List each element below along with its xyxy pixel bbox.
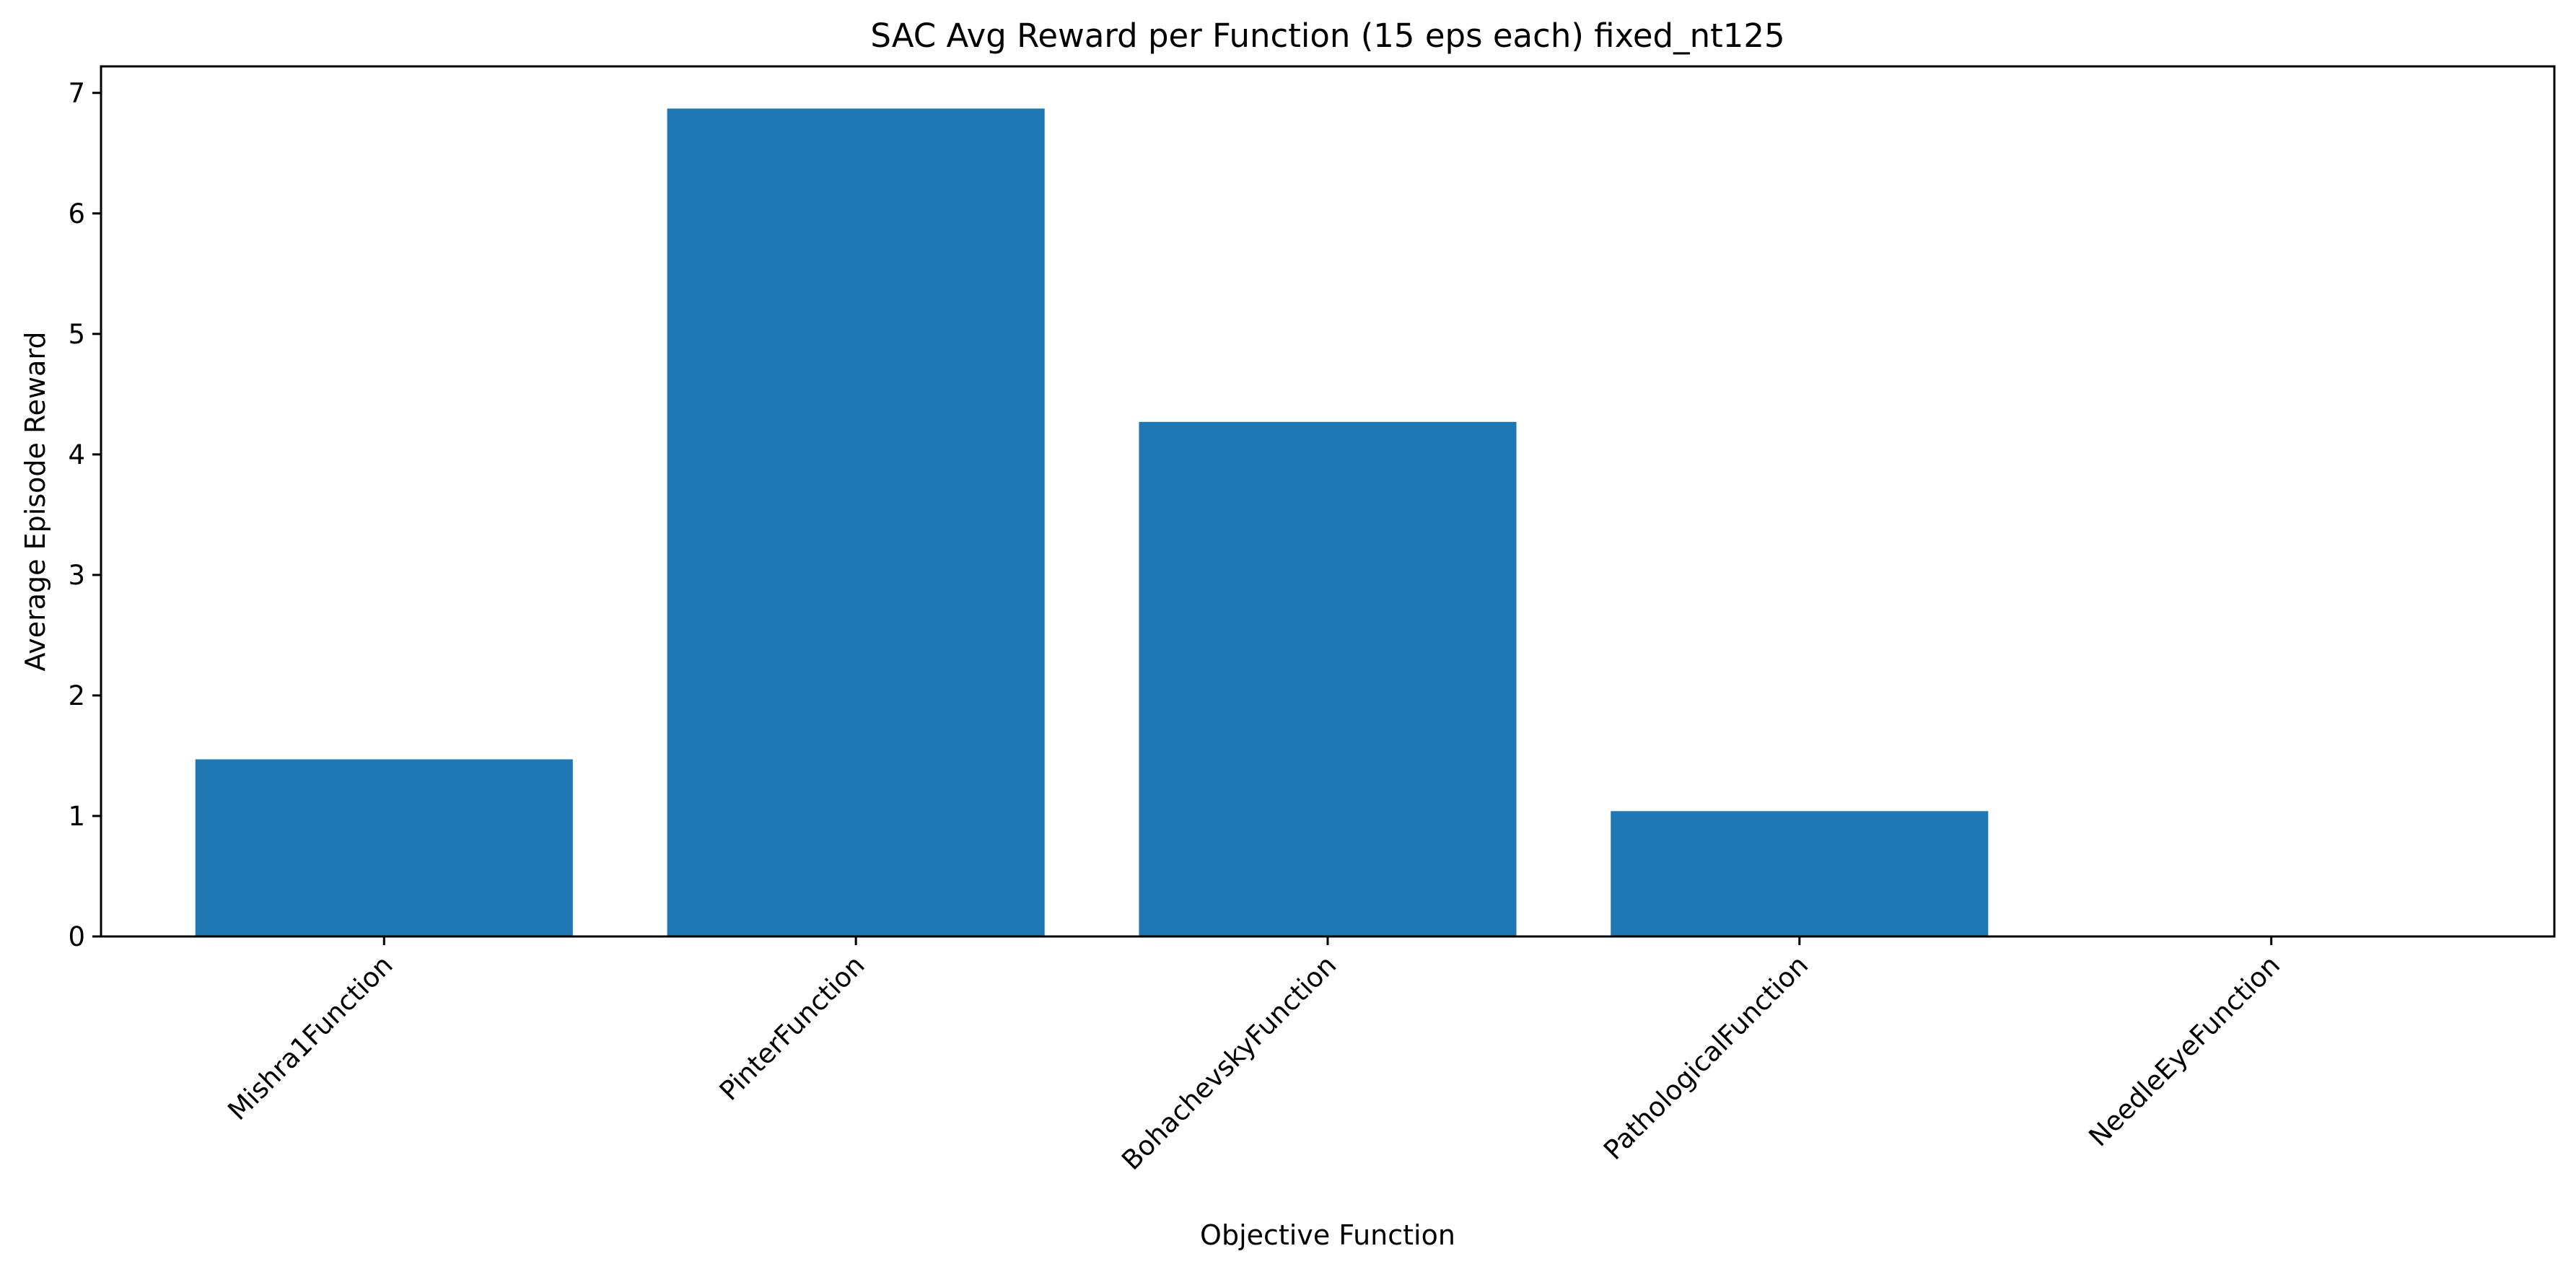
bar-bohachevskyfunction xyxy=(1139,421,1517,936)
y-tick-label: 7 xyxy=(68,78,85,109)
y-tick-label: 6 xyxy=(68,198,85,229)
y-tick-label: 4 xyxy=(68,439,85,470)
y-tick-label: 1 xyxy=(68,801,85,832)
x-tick-label: PathologicalFunction xyxy=(1598,949,1814,1166)
x-tick-label: NeedleEyeFunction xyxy=(2083,949,2287,1153)
x-axis-label: Objective Function xyxy=(1200,1219,1455,1251)
x-tick-label: Mishra1Function xyxy=(222,949,398,1126)
plot-frame xyxy=(100,65,2556,938)
y-tick-label: 2 xyxy=(68,680,85,711)
y-tick-label: 0 xyxy=(68,921,85,952)
x-tick-label: BohachevskyFunction xyxy=(1116,949,1342,1176)
bar-pathologicalfunction xyxy=(1611,811,1989,936)
y-tick-label: 3 xyxy=(68,560,85,591)
bar-pinterfunction xyxy=(667,108,1045,936)
bars-layer xyxy=(195,108,1989,936)
y-axis-label: Average Episode Reward xyxy=(19,332,51,672)
chart-title: SAC Avg Reward per Function (15 eps each… xyxy=(870,17,1784,55)
x-tick-label: PinterFunction xyxy=(714,949,871,1107)
y-tick-label: 5 xyxy=(68,319,85,350)
bar-mishra1function xyxy=(195,759,573,936)
